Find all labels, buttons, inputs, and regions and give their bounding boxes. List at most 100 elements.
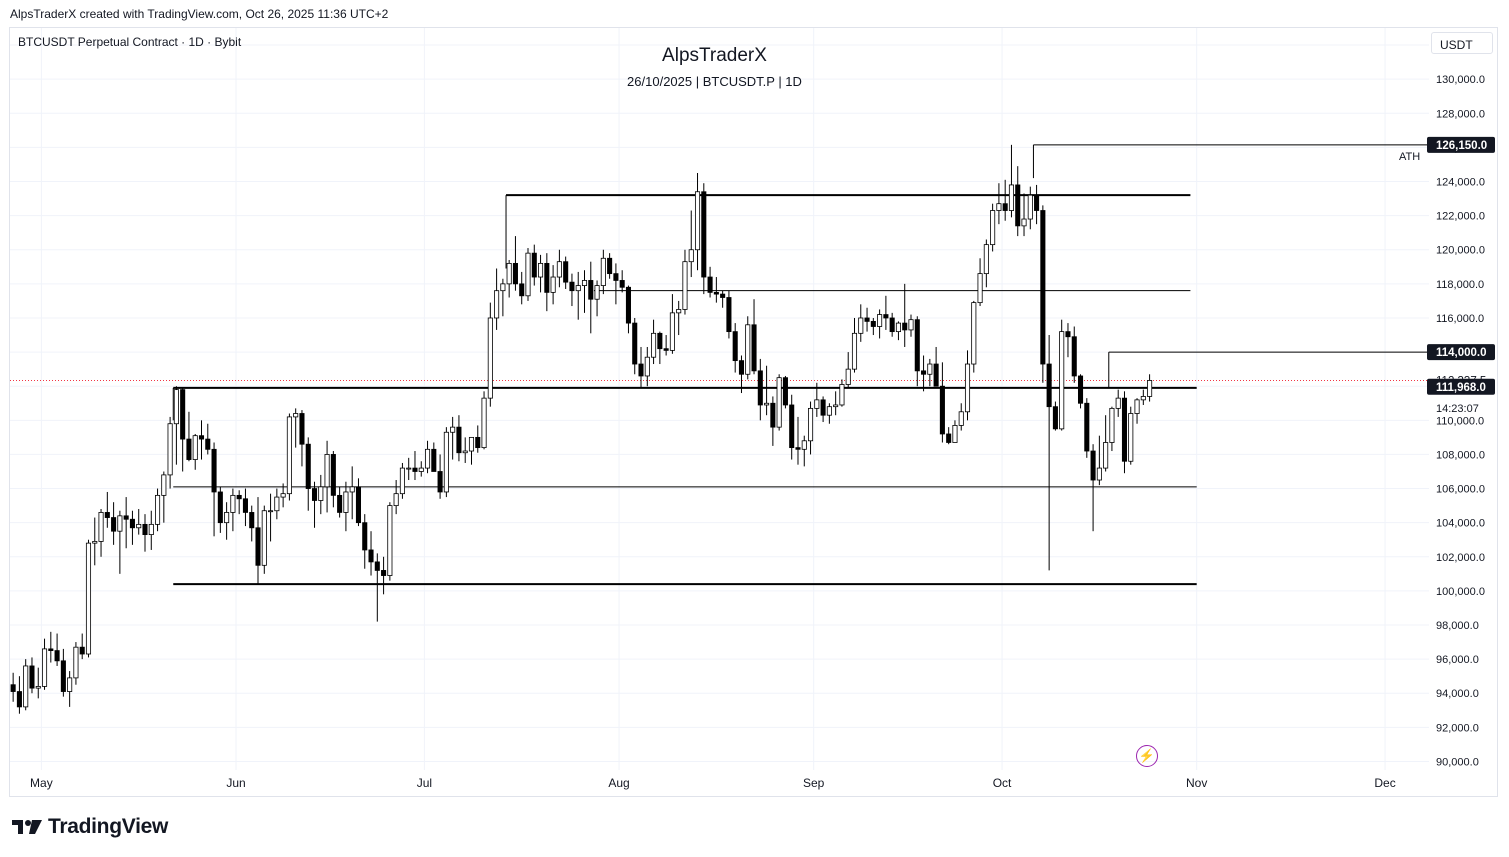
candle-body [619,280,625,288]
candle-body [224,512,230,524]
candle-body [192,435,198,460]
candle-body [10,684,16,692]
candle-body [990,210,996,246]
candle-body [1134,399,1140,414]
candle-body [35,686,41,689]
candle-body [60,660,66,692]
candle-body [136,523,142,529]
candle-body [1115,397,1121,409]
header-credit: AlpsTraderX created with TradingView.com… [10,7,389,21]
candle-body [701,191,707,278]
candle-body [694,191,701,251]
candle-body [280,493,286,498]
candle-body [688,249,694,263]
candle-body [129,518,135,529]
candle-series [10,144,1153,714]
candle-body [217,491,223,524]
y-tick-label: 102,000.0 [1436,552,1485,564]
candle-body [676,309,682,314]
price-label-box [1427,136,1495,153]
candle-body [1077,375,1084,404]
candle-body [895,322,901,333]
candle-body [1090,450,1096,481]
y-tick-label: 100,000.0 [1436,586,1485,598]
candle-body [299,413,305,445]
candle-body [1021,218,1027,227]
candle-body [1096,467,1102,481]
candle-body [877,314,883,327]
candle-body [29,665,35,689]
price-label-box [1427,344,1495,361]
y-tick-label: 90,000.0 [1436,756,1479,768]
candle-body [914,319,920,372]
candle-body [399,467,405,495]
lightning-bolt-icon[interactable]: ⚡ [1136,745,1158,767]
candle-body [450,426,456,433]
candle-body [575,285,581,292]
x-axis: May Jun Jul Aug Sep Oct Nov Dec [30,776,1396,790]
candle-body [381,570,387,576]
y-tick-label: 94,000.0 [1436,688,1479,700]
candle-body [443,431,449,493]
candle-body [437,471,443,493]
candle-body [180,389,186,440]
candle-body [111,517,117,532]
y-tick-label: 124,000.0 [1436,177,1485,189]
candle-body [720,293,726,298]
candle-body [544,262,550,293]
candle-body [337,494,343,513]
candle-body [782,377,788,406]
candle-body [92,541,98,544]
candle-body [707,276,713,293]
candle-body [368,549,374,563]
candle-body [556,261,562,278]
candle-body [73,646,79,679]
candle-body [418,467,424,472]
x-tick-label: May [30,776,53,790]
candle-body [946,433,952,443]
y-tick-label: 96,000.0 [1436,654,1479,666]
price-label-box [1427,378,1495,395]
chart-subtitle: 26/10/2025 | BTCUSDT.P | 1D [627,74,802,89]
candle-body [374,561,380,571]
candle-body [431,448,437,472]
candle-body [249,512,255,529]
candle-body [757,370,763,406]
footer-logo[interactable]: TradingView [12,815,168,839]
candle-body [764,402,770,406]
candle-body [801,440,807,450]
candle-body [462,450,468,454]
footer-logo-text: TradingView [48,815,169,838]
candle-body [933,363,939,387]
y-tick-label: 106,000.0 [1436,484,1485,496]
candle-body [1034,194,1040,211]
candle-body [921,370,927,375]
y-tick-label: 130,000.0 [1436,74,1485,86]
candle-body [1027,194,1033,220]
y-tick-label: 120,000.0 [1436,245,1485,257]
candle-body [908,319,914,331]
candle-body [242,498,248,513]
x-tick-label: Oct [993,776,1012,790]
candle-body [387,505,393,576]
candle-body [198,435,205,440]
candle-body [826,406,832,416]
candle-body [494,290,500,319]
candle-body [117,515,123,532]
candle-body [1109,407,1115,443]
candle-body [519,283,525,297]
candle-body [1040,210,1046,365]
symbol-line[interactable]: BTCUSDT Perpetual Contract · 1D · Bybit [18,35,242,49]
candle-body [927,363,933,375]
candle-body [142,523,148,536]
candle-body [481,397,487,449]
candle-body [318,486,324,501]
candle-body [531,252,537,278]
price-label: 114,000.0 [1436,347,1487,359]
candle-body [500,283,506,292]
candle-body [205,438,211,450]
candle-body [23,665,29,708]
bar-countdown: 14:23:07 [1436,403,1479,415]
currency-selector[interactable]: USDT [1431,32,1493,54]
